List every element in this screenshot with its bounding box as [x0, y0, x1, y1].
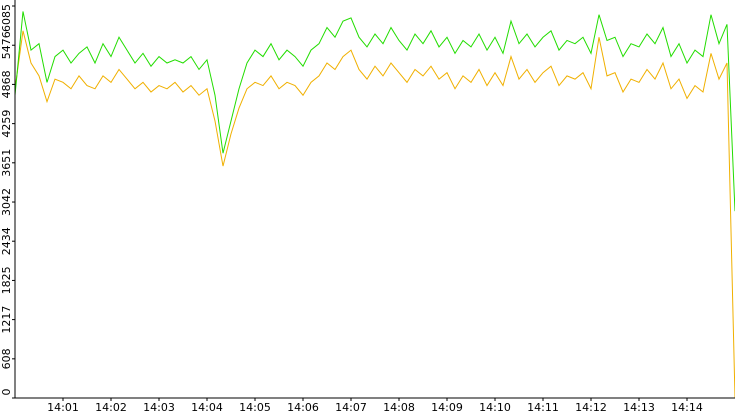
x-tick-label: 14:02 — [95, 401, 127, 414]
x-tick-label: 14:07 — [335, 401, 367, 414]
y-tick-label: 3651 — [0, 149, 13, 177]
y-tick-label: 6085 — [0, 4, 13, 32]
y-tick-label: 1217 — [0, 306, 13, 334]
y-tick-label: 1825 — [0, 266, 13, 294]
x-tick-label: 14:04 — [191, 401, 223, 414]
x-tick-label: 14:08 — [383, 401, 415, 414]
x-tick-label: 14:03 — [143, 401, 175, 414]
y-tick-label: 608 — [0, 348, 13, 369]
y-tick-label: 5476 — [0, 31, 13, 59]
y-tick-label: 2434 — [0, 227, 13, 255]
x-tick-label: 14:14 — [671, 401, 703, 414]
y-tick-label: 4259 — [0, 110, 13, 138]
x-tick-label: 14:06 — [287, 401, 319, 414]
x-tick-label: 14:01 — [47, 401, 79, 414]
y-tick-label: 4868 — [0, 70, 13, 98]
series-line — [14, 11, 735, 212]
y-tick-label: 0 — [0, 389, 13, 396]
x-tick-label: 14:11 — [527, 401, 559, 414]
x-tick-label: 14:09 — [431, 401, 463, 414]
x-tick-label: 14:13 — [623, 401, 655, 414]
x-tick-label: 14:12 — [575, 401, 607, 414]
y-tick-label: 3042 — [0, 188, 13, 216]
x-tick-label: 14:10 — [479, 401, 511, 414]
x-tick-label: 14:05 — [239, 401, 271, 414]
series-line — [14, 30, 735, 399]
